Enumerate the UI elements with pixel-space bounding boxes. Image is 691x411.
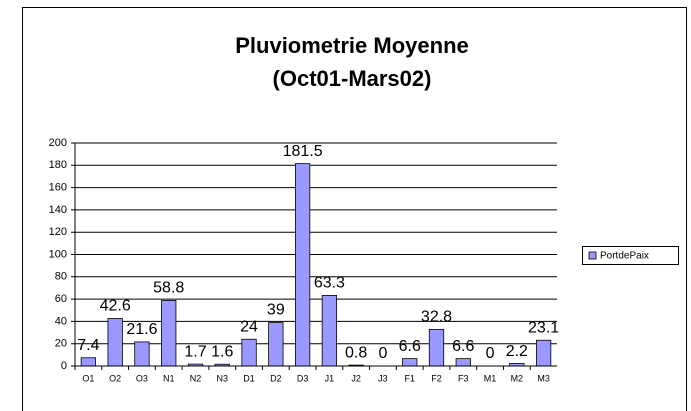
bar <box>321 295 338 367</box>
data-label: 0 <box>378 345 387 362</box>
bar <box>241 338 257 367</box>
data-label: 1.7 <box>184 343 206 360</box>
data-label: 1.6 <box>211 343 233 360</box>
x-tick-label: F3 <box>458 373 469 383</box>
bar <box>294 163 311 367</box>
bar <box>134 341 150 367</box>
y-tick-label: 180 <box>49 159 67 171</box>
y-tick-label: 0 <box>61 360 67 372</box>
legend-label: PortdePaix <box>600 251 649 262</box>
y-tick-label: 20 <box>55 338 67 350</box>
y-tick-label: 160 <box>49 182 67 194</box>
x-tick-label: J1 <box>325 373 335 383</box>
data-label: 39 <box>267 302 285 319</box>
x-tick-label: M1 <box>484 373 497 383</box>
x-tick-label: M2 <box>511 373 524 383</box>
x-tick-label: N2 <box>190 373 202 383</box>
y-tick-label: 120 <box>49 226 67 238</box>
y-tick-label: 60 <box>55 293 67 305</box>
y-tick-label: 80 <box>55 271 67 283</box>
x-tick-label: O1 <box>82 373 94 383</box>
x-tick-label: N3 <box>217 373 229 383</box>
bar <box>402 358 418 367</box>
data-label: 0 <box>486 345 495 362</box>
y-tick-label: 100 <box>49 248 67 260</box>
x-tick-label: J3 <box>378 373 388 383</box>
x-tick-label: F1 <box>404 373 415 383</box>
data-label: 7.4 <box>77 337 99 354</box>
data-label: 32.8 <box>421 309 452 326</box>
bar <box>428 329 445 367</box>
y-tick-label: 40 <box>55 315 67 327</box>
y-tick-label: 200 <box>49 137 67 149</box>
x-tick-label: F2 <box>431 373 442 383</box>
data-label: 181.5 <box>283 143 323 160</box>
x-tick-label: D3 <box>297 373 309 383</box>
data-label: 63.3 <box>314 275 345 292</box>
x-tick-label: M3 <box>537 373 550 383</box>
bar <box>107 318 123 367</box>
x-tick-label: O3 <box>136 373 148 383</box>
data-label: 6.6 <box>452 338 474 355</box>
data-label: 21.6 <box>126 321 157 338</box>
bar <box>455 358 471 367</box>
bar <box>535 339 552 367</box>
x-tick-label: D1 <box>243 373 255 383</box>
chart-title: (Oct01-Mars02) <box>273 66 432 91</box>
legend-swatch <box>588 251 597 260</box>
bar <box>80 357 97 367</box>
x-tick-label: N1 <box>163 373 175 383</box>
chart-title: Pluviometrie Moyenne <box>235 33 469 58</box>
data-label: 42.6 <box>100 298 131 315</box>
bar <box>161 300 177 367</box>
data-label: 0.8 <box>345 344 367 361</box>
x-tick-label: O2 <box>109 373 121 383</box>
data-label: 2.2 <box>506 343 528 360</box>
data-label: 58.8 <box>153 280 184 297</box>
data-label: 24 <box>240 318 258 335</box>
legend-box <box>582 246 679 265</box>
x-tick-label: D2 <box>270 373 282 383</box>
data-label: 23.1 <box>528 319 559 336</box>
bar <box>268 322 284 367</box>
data-label: 6.6 <box>399 338 421 355</box>
x-tick-label: J2 <box>351 373 361 383</box>
y-tick-label: 140 <box>49 204 67 216</box>
